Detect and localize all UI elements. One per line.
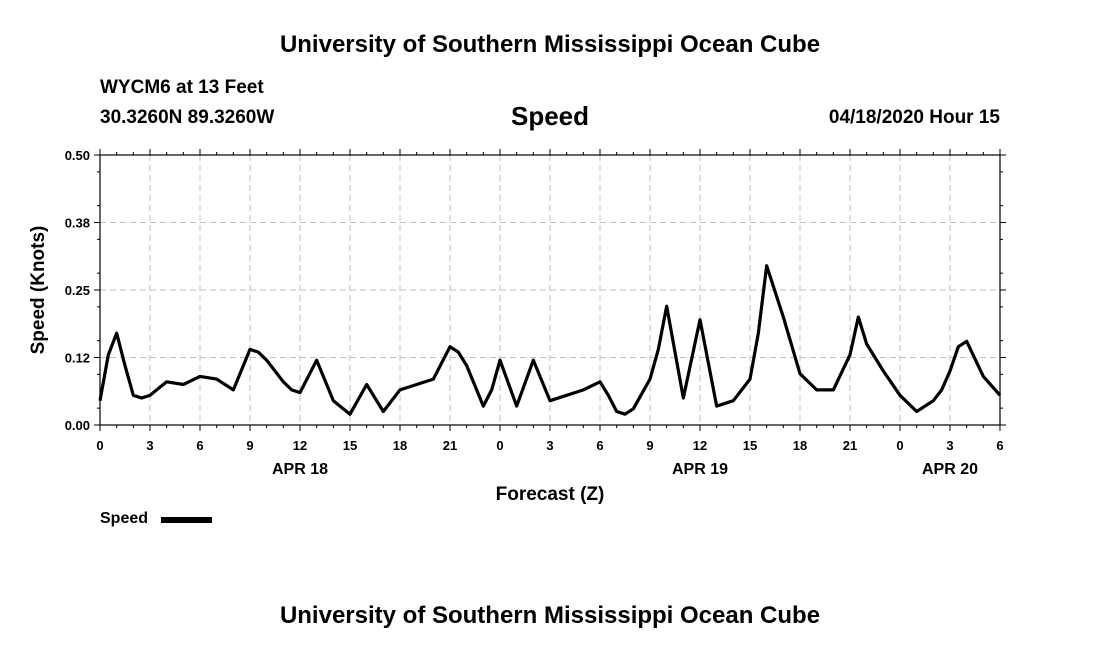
date-label: APR 19 [672, 461, 728, 478]
legend-swatch [161, 517, 212, 523]
page-title-top: University of Southern Mississippi Ocean… [279, 31, 821, 58]
x-tick-label: 9 [246, 438, 253, 453]
x-tick-label: 15 [743, 438, 757, 453]
x-axis-title: Forecast (Z) [496, 484, 605, 505]
x-tick-label: 18 [793, 438, 807, 453]
x-tick-label: 21 [843, 438, 857, 453]
y-tick-label: 0.50 [65, 148, 90, 163]
x-tick-label: 0 [496, 438, 503, 453]
legend-label: Speed [100, 510, 149, 527]
x-tick-label: 21 [443, 438, 457, 453]
y-tick-label: 0.38 [65, 216, 90, 231]
x-tick-label: 9 [646, 438, 653, 453]
plot-frame [99, 154, 1001, 426]
x-tick-label: 15 [343, 438, 357, 453]
date-label: APR 18 [272, 461, 328, 478]
y-tick-label: 0.00 [65, 418, 90, 433]
y-axis-title: Speed (Knots) [28, 226, 49, 355]
x-tick-label: 0 [896, 438, 903, 453]
x-tick-label: 12 [293, 438, 307, 453]
y-tick-label: 0.25 [65, 283, 90, 298]
x-tick-label: 3 [946, 438, 953, 453]
x-tick-label: 3 [146, 438, 153, 453]
coordinates-label: 30.3260N 89.3260W [100, 107, 275, 128]
station-label: WYCM6 at 13 Feet [100, 77, 264, 98]
page-title-bottom: University of Southern Mississippi Ocean… [279, 602, 821, 629]
x-tick-label: 12 [693, 438, 707, 453]
x-tick-label: 3 [546, 438, 553, 453]
x-tick-label: 6 [996, 438, 1003, 453]
x-tick-label: 0 [96, 438, 103, 453]
datetime-label: 04/18/2020 Hour 15 [828, 107, 1000, 128]
x-tick-label: 18 [393, 438, 407, 453]
x-tick-label: 6 [596, 438, 603, 453]
date-label: APR 20 [922, 461, 978, 478]
series-line-speed [98, 264, 1002, 416]
chart-title: Speed [510, 101, 590, 131]
y-tick-label: 0.12 [65, 351, 90, 366]
x-tick-label: 6 [196, 438, 203, 453]
